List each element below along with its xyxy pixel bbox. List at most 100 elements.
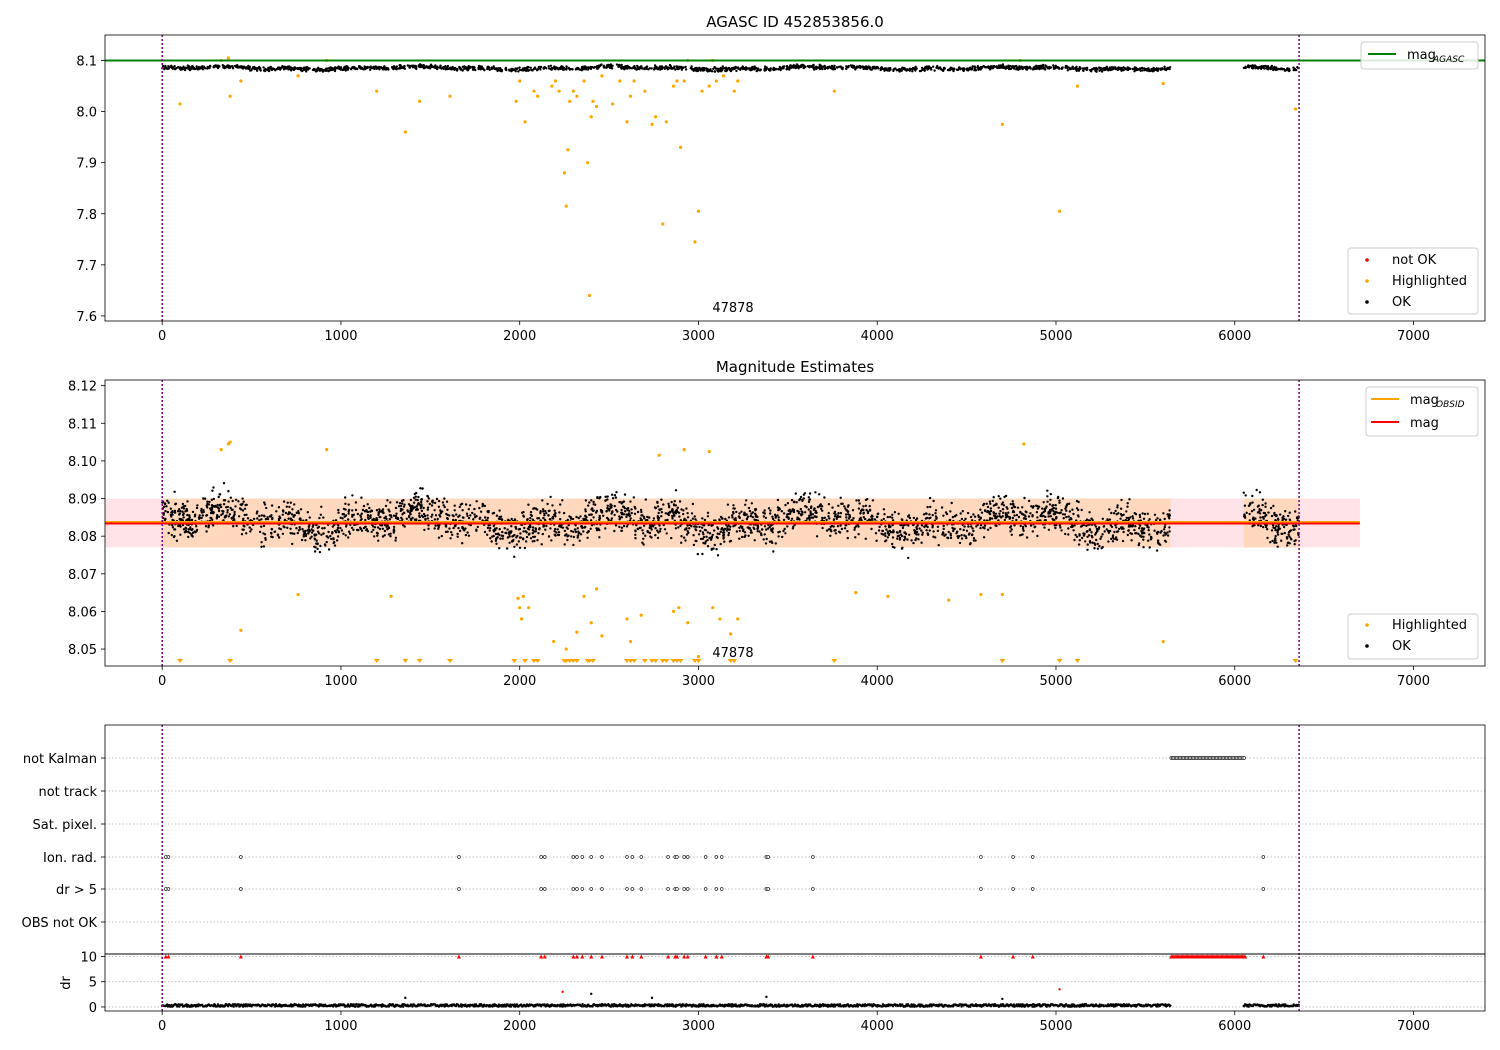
p2-ok-point xyxy=(721,527,724,530)
p2-ok-point xyxy=(1086,535,1089,538)
p2-ok-point xyxy=(546,502,549,506)
p2-ok-point xyxy=(333,544,337,547)
p2-ok-point xyxy=(467,534,471,537)
p2-ok-point xyxy=(749,514,752,518)
p2-ok-point xyxy=(618,515,621,518)
p2-ok-point xyxy=(260,545,263,548)
p2-ok-point xyxy=(392,531,395,534)
p2-ok-point xyxy=(407,503,411,506)
p2-ok-point xyxy=(1066,502,1069,506)
p2-ok-point xyxy=(462,516,465,519)
p2-ok-point xyxy=(570,535,573,538)
p2-ok-point xyxy=(1052,504,1055,507)
p1-ok-point xyxy=(392,66,396,69)
p2-ok-point xyxy=(210,498,214,501)
p2-ok-point xyxy=(446,517,449,520)
p1-ok-point xyxy=(828,65,831,68)
p1-highlighted-point xyxy=(832,89,836,93)
p2-ok-point xyxy=(884,525,887,528)
p2-ok-point xyxy=(1250,510,1254,513)
p2-ok-point xyxy=(186,513,189,517)
p2-ok-point xyxy=(1251,517,1255,521)
p2-ok-point xyxy=(185,507,188,511)
p2-ok-point xyxy=(1004,513,1008,517)
p2-ok-point xyxy=(500,534,503,537)
p2-ok-point xyxy=(570,529,573,533)
p1-highlighted-point xyxy=(591,99,595,103)
p2-ok-point xyxy=(1099,537,1102,540)
p2-ok-point xyxy=(963,525,966,528)
p2-ok-point xyxy=(800,510,803,513)
p1-highlighted-point xyxy=(611,102,615,106)
p2-ok-point xyxy=(853,528,856,531)
p2-ok-point xyxy=(767,507,771,510)
p1-ok-point xyxy=(317,66,320,70)
p2-ok-point xyxy=(579,515,582,518)
p2-ok-point xyxy=(1108,508,1111,511)
p2-ok-point xyxy=(628,514,631,518)
p2-ok-point xyxy=(1153,513,1157,516)
p2-ok-point xyxy=(751,511,754,514)
p2-ok-point xyxy=(335,539,339,542)
p2-ok-point xyxy=(594,503,597,506)
p2-ok-point xyxy=(1164,540,1168,543)
p2-ok-point xyxy=(1105,528,1109,531)
p2-ok-point xyxy=(492,530,496,533)
p2-ok-point xyxy=(633,512,637,515)
p2-ok-point xyxy=(565,526,568,529)
p2-ok-point xyxy=(1261,498,1265,501)
p1-xtick-label: 7000 xyxy=(1397,329,1430,344)
p2-ok-point xyxy=(476,525,479,529)
p2-ok-point xyxy=(807,508,810,511)
p2-ok-point xyxy=(301,528,304,531)
p2-ok-point xyxy=(281,509,285,512)
p2-ok-point xyxy=(518,546,522,549)
p2-ok-point xyxy=(412,501,416,504)
p2-ok-point xyxy=(746,515,750,518)
p2-ok-point xyxy=(833,515,837,518)
p2-ok-point xyxy=(884,532,887,535)
p2-ok-point xyxy=(394,506,398,510)
p2-ok-point xyxy=(190,534,193,537)
p1-ok-point xyxy=(1287,69,1291,73)
p2-ok-point xyxy=(463,529,466,532)
p1-ok-point xyxy=(1164,68,1168,72)
p1-ok-point xyxy=(182,67,186,70)
p1-ok-point xyxy=(304,68,308,71)
p2-ok-point xyxy=(527,503,530,506)
p1-ok-point xyxy=(293,66,296,69)
p2-ok-point xyxy=(614,508,618,512)
p2-ok-point xyxy=(401,508,404,511)
p1-ok-point xyxy=(1128,67,1131,71)
p1-highlighted-point xyxy=(1075,84,1080,88)
p1-ok-point xyxy=(1005,65,1008,68)
p1-ok-point xyxy=(247,67,251,71)
p2-ok-point xyxy=(864,498,868,502)
p2-ok-point xyxy=(667,513,670,517)
p1-ok-point xyxy=(274,69,277,72)
p2-ok-point xyxy=(191,528,194,531)
panel2-plot-area xyxy=(105,380,1360,666)
p2-ok-point xyxy=(1113,530,1116,534)
p1-ok-point xyxy=(586,68,590,71)
p1-ok-point xyxy=(438,66,442,70)
p2-ok-point xyxy=(865,508,868,512)
p2-ok-point xyxy=(198,517,201,520)
p2-ok-point xyxy=(426,500,429,503)
p2-ok-point xyxy=(811,516,815,519)
p2-ok-point xyxy=(676,506,679,509)
p2-ok-point xyxy=(356,512,359,516)
p2-ok-point xyxy=(258,530,262,534)
p2-ok-point xyxy=(657,517,660,520)
p2-ok-point xyxy=(1088,528,1092,532)
p2-ok-point xyxy=(738,529,741,533)
p2-ok-point xyxy=(448,527,451,530)
p2-ok-point xyxy=(572,535,576,539)
p2-ok-point xyxy=(344,508,347,511)
p1-ok-point xyxy=(418,65,422,69)
p2-ok-point xyxy=(500,518,504,521)
p2-ok-point xyxy=(1063,513,1067,516)
p2-ok-point xyxy=(490,540,493,543)
p2-ok-point xyxy=(1137,532,1140,535)
p2-ok-point xyxy=(409,512,412,516)
